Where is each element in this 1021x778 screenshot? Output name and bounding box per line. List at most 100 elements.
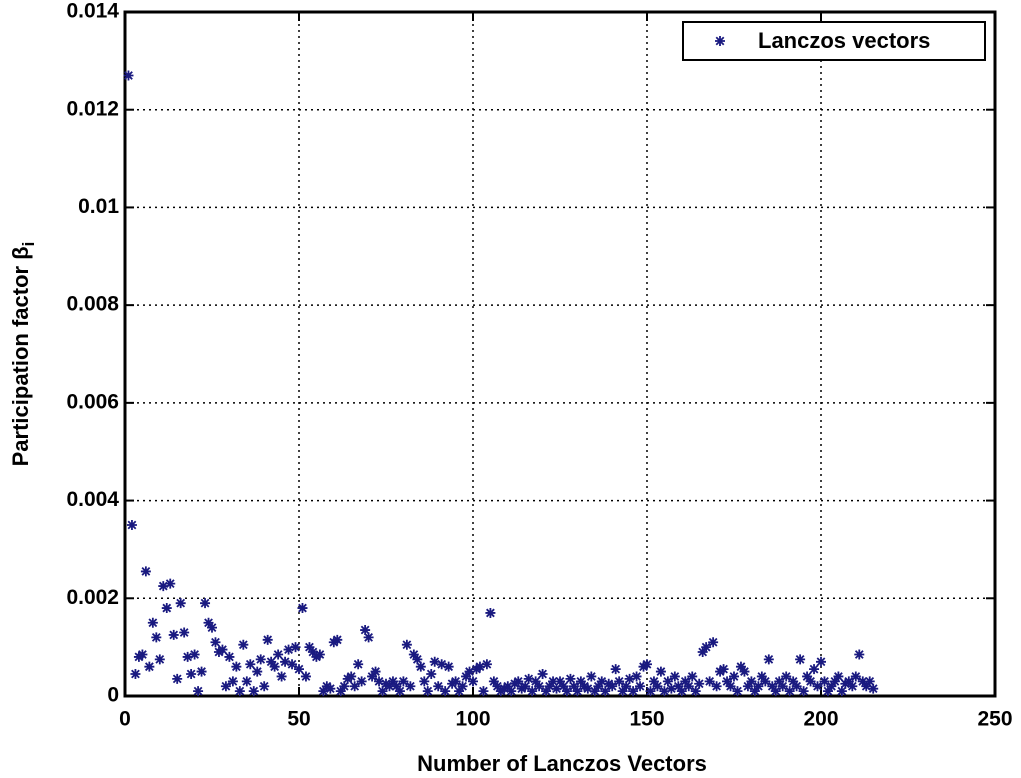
x-tick-label: 0 — [119, 708, 131, 731]
y-tick-label: 0.006 — [66, 390, 119, 413]
x-tick-label: 100 — [455, 708, 490, 731]
marker — [360, 625, 371, 636]
marker — [645, 686, 656, 697]
marker — [468, 676, 478, 687]
marker — [485, 607, 496, 618]
marker — [628, 686, 639, 697]
marker — [819, 676, 830, 687]
marker — [687, 671, 698, 682]
marker — [332, 634, 343, 645]
marker — [784, 686, 795, 697]
marker — [760, 676, 771, 687]
marker — [144, 661, 155, 672]
marker — [666, 683, 677, 694]
marker — [492, 681, 503, 692]
marker — [443, 661, 454, 672]
marker — [506, 686, 517, 697]
marker — [534, 681, 545, 692]
marker — [474, 661, 485, 672]
marker — [659, 686, 670, 697]
marker — [422, 686, 433, 697]
y-axis-label-main: Participation factor β — [8, 246, 33, 466]
marker — [193, 686, 204, 697]
marker — [530, 676, 541, 687]
marker — [589, 686, 600, 697]
marker — [405, 681, 416, 692]
marker — [694, 678, 705, 689]
marker — [269, 661, 280, 672]
marker — [805, 676, 816, 687]
marker — [335, 686, 346, 697]
marker — [210, 637, 221, 648]
marker — [241, 676, 252, 687]
marker — [412, 654, 423, 665]
marker — [488, 676, 499, 687]
marker — [168, 629, 179, 640]
y-tick-label: 0.01 — [78, 195, 119, 218]
marker — [575, 676, 586, 687]
marker — [356, 676, 367, 687]
marker — [843, 676, 854, 687]
marker — [259, 681, 270, 692]
marker — [586, 671, 597, 682]
marker — [245, 659, 256, 670]
marker — [753, 681, 764, 692]
marker — [816, 656, 826, 667]
marker — [130, 669, 141, 680]
marker — [725, 681, 736, 692]
marker — [711, 681, 722, 692]
marker — [189, 649, 200, 660]
marker — [457, 681, 468, 692]
marker — [217, 644, 228, 655]
legend-marker — [715, 36, 725, 46]
marker — [280, 656, 291, 667]
marker — [582, 683, 593, 694]
marker — [154, 654, 165, 665]
marker — [624, 673, 635, 684]
marker — [617, 686, 628, 697]
marker — [607, 681, 618, 692]
marker — [227, 676, 238, 687]
marker — [791, 681, 802, 692]
marker — [537, 669, 548, 680]
marker — [718, 664, 729, 675]
marker — [812, 681, 823, 692]
marker — [833, 671, 844, 682]
marker — [283, 644, 294, 655]
marker — [795, 654, 806, 665]
marker — [662, 676, 673, 687]
marker — [391, 681, 402, 692]
marker — [179, 627, 190, 638]
marker — [262, 634, 273, 645]
marker — [436, 659, 447, 670]
marker — [739, 666, 750, 677]
marker — [551, 683, 562, 694]
marker — [572, 686, 583, 697]
marker — [203, 617, 214, 628]
marker — [307, 647, 318, 658]
marker — [220, 681, 231, 692]
marker — [182, 651, 193, 662]
marker — [408, 649, 419, 660]
legend-label: Lanczos vectors — [758, 28, 930, 53]
marker — [123, 70, 134, 81]
marker — [520, 681, 531, 692]
marker — [377, 686, 388, 697]
marker — [763, 654, 774, 665]
marker — [318, 686, 329, 697]
marker — [774, 676, 785, 687]
marker — [429, 656, 440, 667]
marker — [158, 581, 169, 592]
marker — [502, 681, 513, 692]
marker — [652, 681, 663, 692]
marker — [478, 686, 489, 697]
y-tick-label: 0 — [107, 684, 119, 707]
marker — [809, 664, 820, 675]
marker — [426, 669, 437, 680]
marker — [781, 671, 792, 682]
marker — [708, 637, 719, 648]
marker — [683, 681, 694, 692]
y-axis-label-subscript: i — [19, 242, 38, 247]
y-tick-label: 0.004 — [66, 488, 119, 511]
marker — [836, 686, 847, 697]
